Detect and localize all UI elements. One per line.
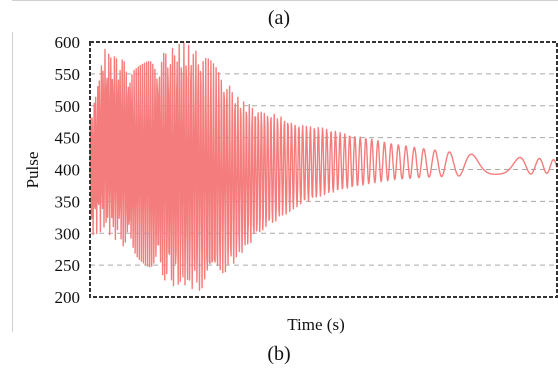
y-tick-label-600: 600: [55, 33, 81, 52]
caption-top: (a): [267, 7, 291, 29]
y-tick-labels: 200 250 300 350 400 450 500 550 600: [55, 33, 81, 307]
y-tick-label-350: 350: [55, 192, 81, 211]
series-line-0: [89, 42, 558, 291]
y-tick-label-500: 500: [55, 97, 81, 116]
y-tick-label-200: 200: [55, 288, 81, 307]
pulse-waveform: [89, 42, 558, 291]
y-axis-label: Pulse: [23, 152, 42, 189]
y-tick-label-300: 300: [55, 224, 81, 243]
y-tick-label-250: 250: [55, 256, 81, 275]
y-tick-label-400: 400: [55, 161, 81, 180]
plot-frame: [89, 41, 558, 298]
x-axis-label: Time (s): [287, 315, 344, 334]
left-border-line: [12, 32, 13, 332]
y-tick-label-450: 450: [55, 129, 81, 148]
top-border-line: [12, 0, 558, 1]
caption-bottom: (b): [267, 343, 291, 365]
grid-lines: [90, 73, 557, 266]
y-tick-label-550: 550: [55, 65, 81, 84]
